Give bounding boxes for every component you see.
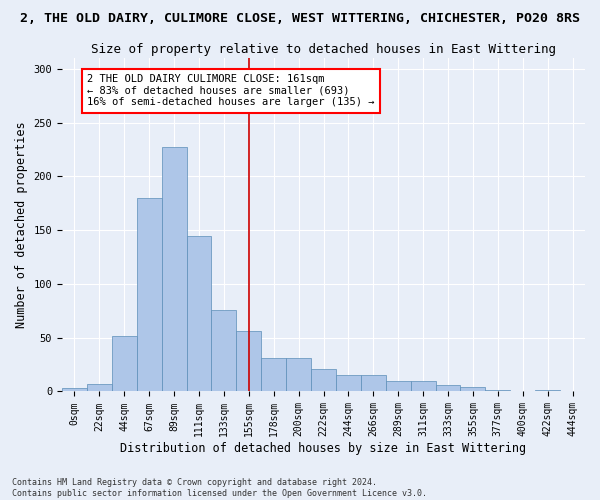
Text: Contains HM Land Registry data © Crown copyright and database right 2024.
Contai: Contains HM Land Registry data © Crown c…	[12, 478, 427, 498]
Bar	[137, 198, 161, 392]
Bar	[62, 388, 87, 392]
Bar	[336, 376, 361, 392]
Y-axis label: Number of detached properties: Number of detached properties	[15, 122, 28, 328]
Text: 2, THE OLD DAIRY, CULIMORE CLOSE, WEST WITTERING, CHICHESTER, PO20 8RS: 2, THE OLD DAIRY, CULIMORE CLOSE, WEST W…	[20, 12, 580, 26]
Bar	[187, 236, 211, 392]
Bar	[311, 369, 336, 392]
Bar	[211, 310, 236, 392]
X-axis label: Distribution of detached houses by size in East Wittering: Distribution of detached houses by size …	[121, 442, 527, 455]
Bar	[460, 387, 485, 392]
Title: Size of property relative to detached houses in East Wittering: Size of property relative to detached ho…	[91, 42, 556, 56]
Bar	[261, 358, 286, 392]
Bar	[436, 385, 460, 392]
Bar	[286, 358, 311, 392]
Bar	[485, 390, 510, 392]
Bar	[410, 380, 436, 392]
Bar	[161, 148, 187, 392]
Bar	[361, 376, 386, 392]
Bar	[535, 390, 560, 392]
Bar	[386, 380, 410, 392]
Bar	[87, 384, 112, 392]
Text: 2 THE OLD DAIRY CULIMORE CLOSE: 161sqm
← 83% of detached houses are smaller (693: 2 THE OLD DAIRY CULIMORE CLOSE: 161sqm ←…	[87, 74, 374, 108]
Bar	[236, 331, 261, 392]
Bar	[112, 336, 137, 392]
